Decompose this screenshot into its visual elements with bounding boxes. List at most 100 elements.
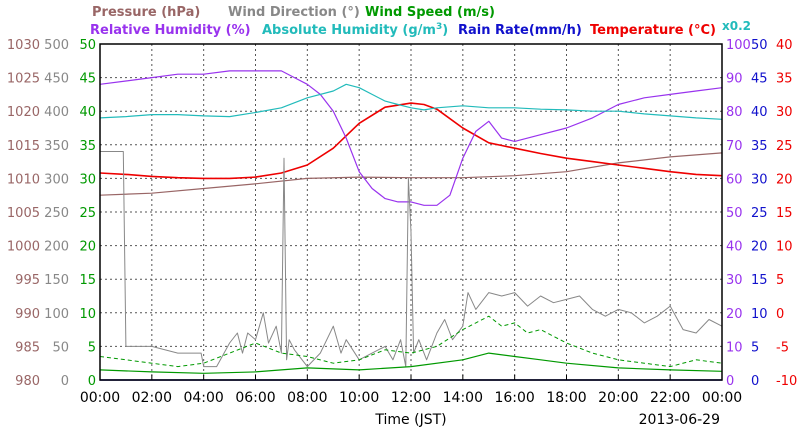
plot-series xyxy=(99,70,723,381)
legend-wind-speed: Wind Speed (m/s) xyxy=(365,5,495,20)
y-tick-label-wind-speed: 5 xyxy=(88,340,96,355)
x-tick-label: 00:00 xyxy=(80,390,120,406)
date-label: 2013-06-29 xyxy=(639,412,720,428)
y-tick-label-wind-speed: 0 xyxy=(88,374,96,389)
y-tick-label-temperature: 40 xyxy=(776,38,793,53)
y-tick-label-temperature: 10 xyxy=(776,240,793,255)
y-tick-label-wind-direction: 450 xyxy=(44,72,69,87)
legend-wind-direction: Wind Direction (°) xyxy=(228,5,360,20)
y-tick-label-rain-rate: 20 xyxy=(751,240,768,255)
y-tick-label-pressure: 1005 xyxy=(7,206,40,221)
y-tick-label-pressure: 1025 xyxy=(7,72,40,87)
y-tick-label-relative-humidity: 0 xyxy=(726,374,734,389)
y-tick-label-rain-rate: 15 xyxy=(751,273,768,288)
y-tick-label-wind-speed: 15 xyxy=(79,273,96,288)
y-tick-label-rain-rate: 5 xyxy=(751,340,759,355)
series-line-absolute-humidity-g-m3 xyxy=(99,83,723,120)
legend-absolute-humidity-sup: 3 xyxy=(436,22,442,32)
y-tick-label-rain-rate: 40 xyxy=(751,105,768,120)
y-tick-label-wind-speed: 10 xyxy=(79,307,96,322)
x-tick-label: 20:00 xyxy=(598,390,638,406)
y-tick-label-relative-humidity: 10 xyxy=(726,340,743,355)
y-tick-label-wind-direction: 150 xyxy=(44,273,69,288)
y-tick-label-wind-direction: 100 xyxy=(44,307,69,322)
y-tick-label-pressure: 980 xyxy=(15,374,40,389)
legend-relative-humidity: Relative Humidity (%) xyxy=(90,23,251,38)
x-tick-label: 22:00 xyxy=(650,390,690,406)
y-tick-label-temperature: 30 xyxy=(776,105,793,120)
y-tick-label-wind-speed: 25 xyxy=(79,206,96,221)
y-tick-label-wind-direction: 250 xyxy=(44,206,69,221)
y-tick-label-wind-direction: 500 xyxy=(44,38,69,53)
y-tick-label-wind-direction: 200 xyxy=(44,240,69,255)
y-tick-label-rain-rate: 0 xyxy=(751,374,759,389)
legend-absolute-humidity-label: Absolute Humidity (g/m xyxy=(262,23,436,38)
x-tick-label: 04:00 xyxy=(183,390,223,406)
x-tick-label: 02:00 xyxy=(132,390,172,406)
y-tick-label-relative-humidity: 90 xyxy=(726,72,743,87)
y-axes: 9809859909951000100510101015102010251030… xyxy=(7,38,797,389)
legend-scale-note: x0.2 xyxy=(722,19,751,33)
y-tick-label-pressure: 1010 xyxy=(7,172,40,187)
y-tick-label-temperature: -5 xyxy=(776,340,789,355)
series-line-pressure-hpa xyxy=(99,152,723,196)
x-tick-label: 08:00 xyxy=(287,390,327,406)
y-tick-label-wind-direction: 50 xyxy=(52,340,69,355)
y-tick-label-wind-direction: 400 xyxy=(44,105,69,120)
y-tick-label-wind-speed: 30 xyxy=(79,172,96,187)
y-tick-label-rain-rate: 10 xyxy=(751,307,768,322)
y-tick-label-wind-direction: 0 xyxy=(61,374,69,389)
y-tick-label-rain-rate: 35 xyxy=(751,139,768,154)
y-tick-label-temperature: 15 xyxy=(776,206,793,221)
legend-absolute-humidity: Absolute Humidity (g/m3) xyxy=(262,22,448,38)
x-tick-label: 10:00 xyxy=(339,390,379,406)
y-tick-label-relative-humidity: 60 xyxy=(726,172,743,187)
plot-grid xyxy=(100,44,722,380)
y-tick-label-pressure: 1030 xyxy=(7,38,40,53)
y-tick-label-temperature: 0 xyxy=(776,307,784,322)
y-tick-label-wind-speed: 40 xyxy=(79,105,96,120)
y-tick-label-relative-humidity: 30 xyxy=(726,273,743,288)
x-tick-label: 14:00 xyxy=(443,390,483,406)
legend: Pressure (hPa) Wind Direction (°) Wind S… xyxy=(90,5,751,38)
y-tick-label-temperature: 35 xyxy=(776,72,793,87)
y-tick-label-pressure: 1015 xyxy=(7,139,40,154)
y-tick-label-pressure: 1000 xyxy=(7,240,40,255)
legend-absolute-humidity-tail: ) xyxy=(442,23,448,38)
y-tick-label-temperature: 25 xyxy=(776,139,793,154)
series-line-relative-humidity xyxy=(99,70,723,206)
series-line-wind-speed-m-s xyxy=(99,352,723,374)
y-tick-label-relative-humidity: 80 xyxy=(726,105,743,120)
y-tick-label-wind-speed: 35 xyxy=(79,139,96,154)
x-tick-label: 06:00 xyxy=(235,390,275,406)
y-tick-label-rain-rate: 50 xyxy=(751,38,768,53)
y-tick-label-rain-rate: 45 xyxy=(751,72,768,87)
y-tick-label-wind-speed: 20 xyxy=(79,240,96,255)
legend-rain-rate: Rain Rate(mm/h) xyxy=(458,23,582,38)
y-tick-label-wind-direction: 300 xyxy=(44,172,69,187)
legend-temperature: Temperature (°C) xyxy=(590,23,716,38)
y-tick-label-relative-humidity: 100 xyxy=(726,38,751,53)
y-tick-label-wind-speed: 45 xyxy=(79,72,96,87)
y-tick-label-wind-speed: 50 xyxy=(79,38,96,53)
x-tick-label: 12:00 xyxy=(391,390,431,406)
y-tick-label-pressure: 1020 xyxy=(7,105,40,120)
y-tick-label-temperature: 5 xyxy=(776,273,784,288)
y-tick-label-temperature: -10 xyxy=(776,374,797,389)
y-tick-label-relative-humidity: 40 xyxy=(726,240,743,255)
y-tick-label-pressure: 985 xyxy=(15,340,40,355)
series-line-wind-direction xyxy=(100,151,723,368)
x-tick-label: 18:00 xyxy=(546,390,586,406)
y-tick-label-pressure: 995 xyxy=(15,273,40,288)
y-tick-label-rain-rate: 25 xyxy=(751,206,768,221)
y-tick-label-rain-rate: 30 xyxy=(751,172,768,187)
x-axis: 00:00 02:00 04:00 06:00 08:00 10:00 12:00 14:00… xyxy=(80,375,742,406)
x-tick-label: 16:00 xyxy=(494,390,534,406)
y-tick-label-relative-humidity: 70 xyxy=(726,139,743,154)
y-tick-label-wind-direction: 350 xyxy=(44,139,69,154)
legend-pressure: Pressure (hPa) xyxy=(92,5,200,20)
series-line-temperature-c xyxy=(99,102,723,180)
y-tick-label-temperature: 20 xyxy=(776,172,793,187)
x-tick-label: 00:00 xyxy=(702,390,742,406)
